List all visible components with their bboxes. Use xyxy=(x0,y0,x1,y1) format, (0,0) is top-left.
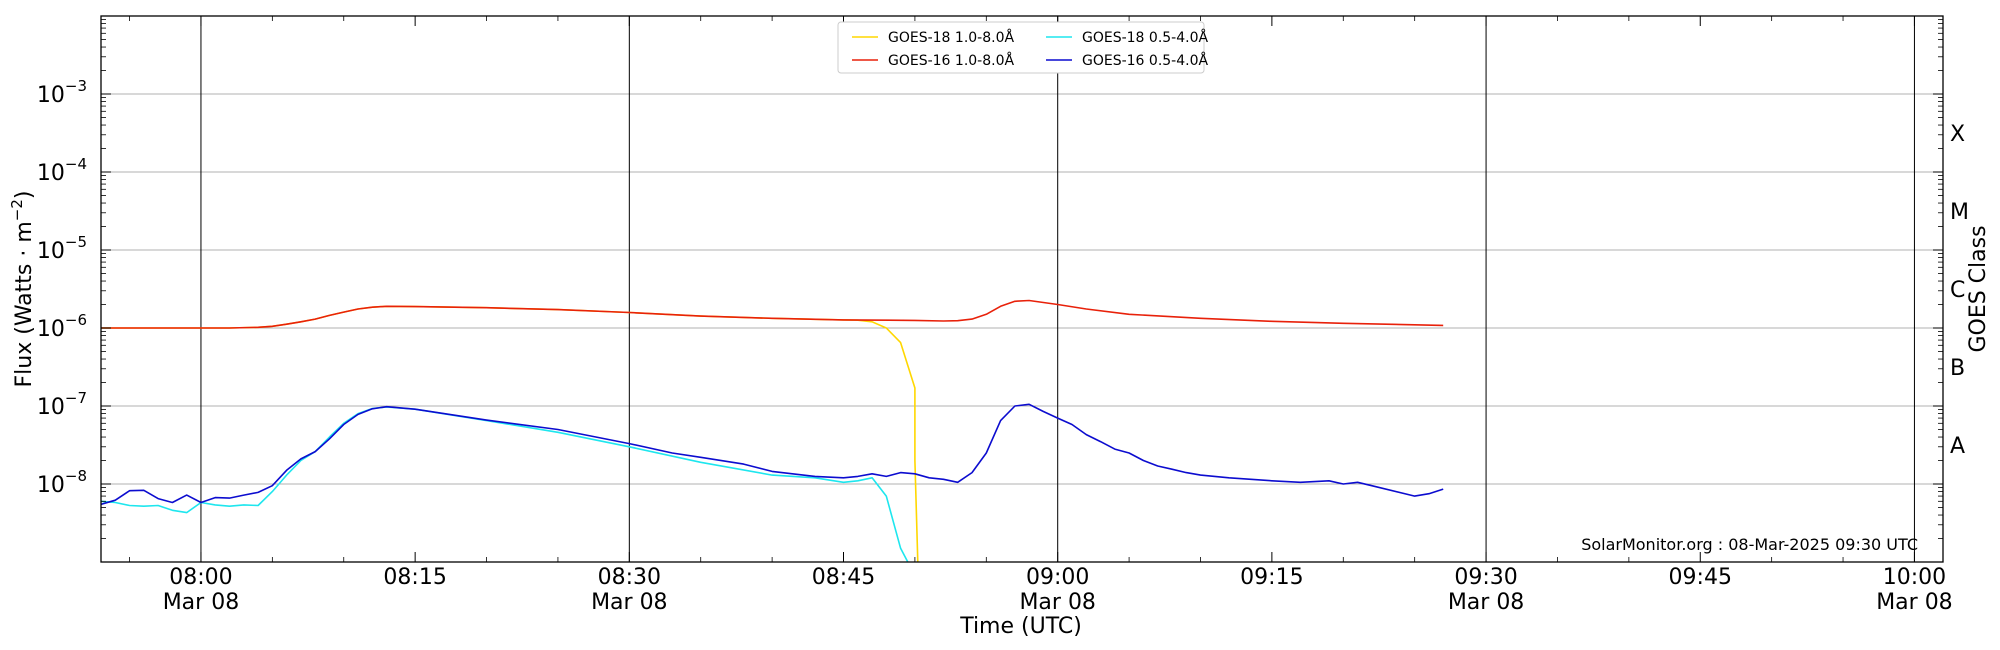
plot-area-frame xyxy=(100,15,1944,563)
x-tick-label: 09:00 xyxy=(1026,565,1089,590)
series-layer xyxy=(101,299,1444,562)
series-line-2 xyxy=(101,299,1444,329)
goes-class-label: M xyxy=(1950,200,1969,225)
y-tick-label: 10−4 xyxy=(37,155,87,186)
y-tick-label: 10−6 xyxy=(37,311,87,342)
goes-class-label: X xyxy=(1950,122,1965,147)
x-tick-label: 09:15 xyxy=(1240,565,1303,590)
legend: GOES-18 1.0-8.0Å GOES-16 1.0-8.0Å GOES-18 … xyxy=(837,21,1208,74)
x-tick-sublabel: Mar 08 xyxy=(1448,590,1525,615)
legend-label: GOES-16 1.0-8.0Å xyxy=(888,52,1014,69)
y-axis-right-title: GOES Class xyxy=(1966,225,1991,352)
goes-class-label: C xyxy=(1950,278,1965,303)
legend-label: GOES-18 1.0-8.0Å xyxy=(888,29,1014,46)
goes-class-label: A xyxy=(1950,434,1965,459)
y-axis-title: Flux (Watts · m−2) xyxy=(8,191,37,388)
y-tick-label: 10−8 xyxy=(37,467,87,498)
series-line-3 xyxy=(101,406,909,562)
y-tick-label: 10−7 xyxy=(37,389,87,420)
x-tick-label: 09:30 xyxy=(1454,565,1517,590)
x-tick-label: 10:00 xyxy=(1883,565,1946,590)
series-line-1 xyxy=(101,305,919,562)
y-axis: 10−8 10−7 10−6 10−5 10−4 10−3 xyxy=(37,19,1943,539)
x-tick-sublabel: Mar 08 xyxy=(591,590,668,615)
legend-frame xyxy=(837,21,1205,74)
x-tick-sublabel: Mar 08 xyxy=(1019,590,1096,615)
x-tick-sublabel: Mar 08 xyxy=(163,590,240,615)
x-tick-label: 09:45 xyxy=(1669,565,1732,590)
y-tick-label: 10−5 xyxy=(37,233,87,264)
credit-label: SolarMonitor.org : 08-Mar-2025 09:30 UTC xyxy=(1581,535,1918,554)
goes-class-label: B xyxy=(1950,356,1965,381)
grid xyxy=(101,16,1943,562)
x-tick-label: 08:30 xyxy=(598,565,661,590)
x-axis-title: Time (UTC) xyxy=(959,614,1082,639)
series-line-4 xyxy=(101,403,1444,506)
x-tick-label: 08:15 xyxy=(383,565,446,590)
x-tick-label: 08:45 xyxy=(812,565,875,590)
legend-label: GOES-16 0.5-4.0Å xyxy=(1082,52,1208,69)
x-tick-sublabel: Mar 08 xyxy=(1876,590,1953,615)
x-tick-label: 08:00 xyxy=(169,565,232,590)
legend-label: GOES-18 0.5-4.0Å xyxy=(1082,29,1208,46)
goes-class-axis: A B C M X xyxy=(1950,122,1969,459)
y-tick-label: 10−3 xyxy=(37,77,87,108)
